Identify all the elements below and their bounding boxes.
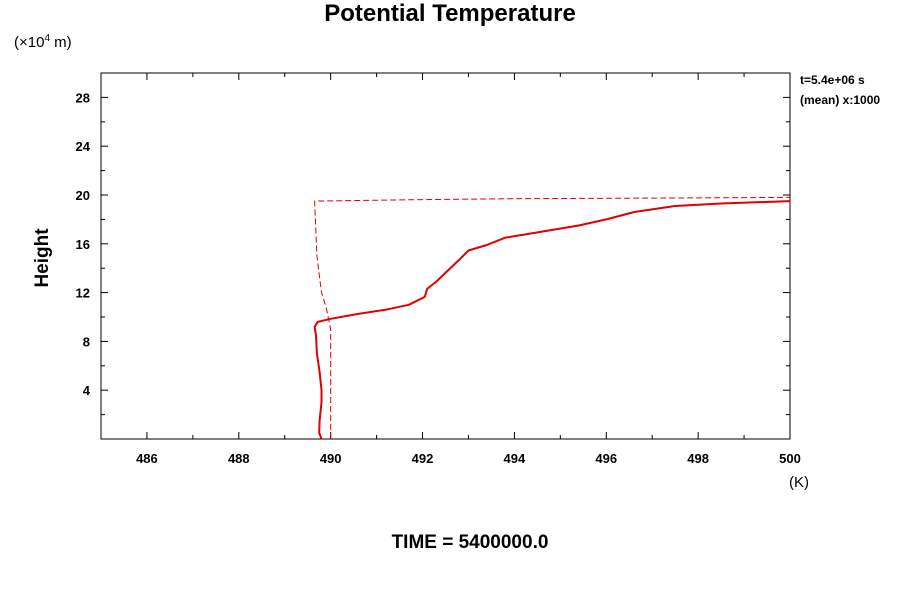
plot-frame: [100, 72, 791, 440]
y-tick-label: 4: [83, 383, 91, 398]
x-tick-label: 494: [504, 451, 526, 466]
x-tick-label: 500: [779, 451, 801, 466]
y-tick-label: 8: [83, 334, 90, 349]
y-tick-label: 20: [76, 188, 90, 203]
y-tick-label: 12: [76, 286, 90, 301]
x-tick-label: 488: [228, 451, 250, 466]
series-line-dashed: [314, 196, 791, 439]
y-unit-prefix: (×10: [14, 34, 45, 51]
x-tick-label: 486: [136, 451, 158, 466]
time-footer: TIME = 5400000.0: [391, 532, 549, 553]
y-unit-suffix: m): [50, 34, 72, 51]
chart-title: Potential Temperature: [324, 0, 576, 27]
y-tick-label: 16: [76, 237, 90, 252]
y-axis-unit: (×104 m): [14, 33, 72, 51]
y-unit-exponent: 4: [44, 33, 51, 44]
y-tick-label: 28: [76, 90, 90, 105]
y-tick-label: 24: [76, 139, 91, 154]
time-annotation: t=5.4e+06 s: [800, 73, 865, 87]
x-axis-unit: (K): [789, 474, 809, 491]
series-line-solid: [313, 200, 791, 440]
x-tick-label: 490: [320, 451, 342, 466]
x-tick-label: 498: [687, 451, 709, 466]
mean-annotation: (mean) x:1000: [800, 93, 881, 107]
x-tick-label: 492: [412, 451, 434, 466]
x-tick-label: 496: [595, 451, 617, 466]
